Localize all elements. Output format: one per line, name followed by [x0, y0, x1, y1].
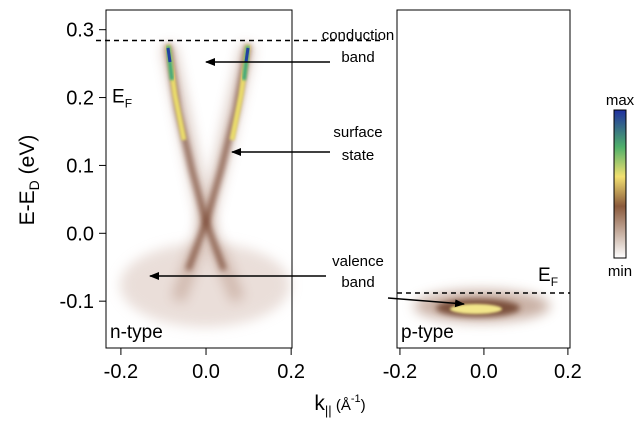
- annotation: band: [341, 49, 374, 66]
- y-label-sub: D: [26, 180, 42, 190]
- colorbar: [613, 109, 627, 259]
- fermi-label-main: E: [112, 87, 125, 108]
- plot-frame: [105, 9, 293, 349]
- fermi-label: EF: [112, 87, 132, 111]
- annotation: valence: [332, 253, 384, 270]
- colorbar-min: min: [608, 263, 632, 280]
- x-axis-label: k|| (Å-1): [314, 392, 365, 418]
- fermi-label: EF: [538, 265, 558, 289]
- intensity-map: [414, 290, 550, 322]
- annotation: conduction: [322, 27, 395, 44]
- y-axis-label: E-ED (eV): [16, 135, 42, 226]
- annotation: band: [341, 274, 374, 291]
- x-label-sup: -1: [351, 393, 361, 405]
- x-tick-label: 0.2: [277, 361, 305, 383]
- y-tick-label: 0.0: [66, 223, 94, 245]
- colorbar-max: max: [606, 92, 635, 109]
- x-tick-label: 0.0: [192, 361, 220, 383]
- y-tick-label: 0.3: [66, 20, 94, 42]
- y-label-unit: (eV): [16, 135, 39, 181]
- fermi-label-sub: F: [551, 275, 558, 289]
- x-label-close: ): [361, 397, 366, 414]
- annotations: conduction band surface state valence ba…: [149, 27, 465, 308]
- fermi-label-sub: F: [125, 97, 132, 111]
- y-tick-label: 0.2: [66, 88, 94, 110]
- y-tick-label: -0.1: [60, 291, 94, 313]
- x-tick-label: 0.2: [554, 361, 582, 383]
- arrow: [387, 297, 465, 308]
- x-tick-label: 0.0: [470, 361, 498, 383]
- fermi-label-main: E: [538, 265, 551, 286]
- x-tick-label: -0.2: [383, 361, 417, 383]
- panel-label: n-type: [110, 322, 163, 343]
- y-label-main: E-E: [16, 190, 39, 225]
- x-label-unit: (Å: [332, 397, 351, 414]
- annotation: state: [342, 147, 375, 164]
- annotation: surface: [333, 124, 382, 141]
- y-tick-label: 0.1: [66, 155, 94, 177]
- intensity-map: [120, 43, 290, 327]
- panel-label: p-type: [401, 322, 454, 343]
- x-label-main: k: [314, 392, 325, 415]
- x-tick-label: -0.2: [104, 361, 138, 383]
- x-label-sub: ||: [325, 403, 332, 418]
